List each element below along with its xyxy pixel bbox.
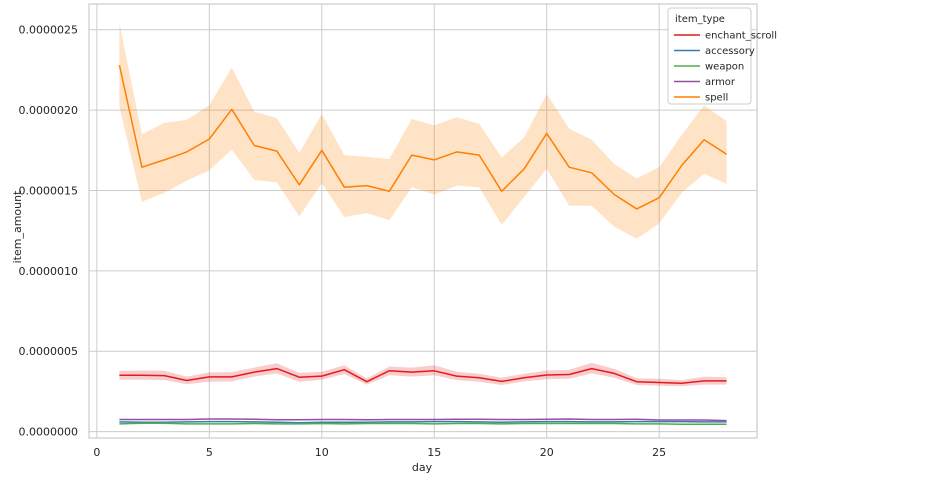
ci-band-enchant_scroll bbox=[119, 362, 727, 387]
y-tick-label: 0.0000010 bbox=[19, 265, 79, 278]
plot-frame bbox=[88, 3, 758, 439]
legend-title: item_type bbox=[675, 14, 725, 25]
x-tick-label: 20 bbox=[540, 446, 554, 459]
x-tick-label: 5 bbox=[206, 446, 213, 459]
series-line-spell bbox=[118, 64, 728, 210]
legend-label-spell: spell bbox=[705, 93, 728, 104]
series-line-enchant_scroll bbox=[119, 367, 727, 385]
y-axis-label: item_amount bbox=[11, 190, 24, 263]
plot-background bbox=[89, 4, 757, 438]
y-tick-label: 0.0000000 bbox=[19, 426, 79, 439]
legend-box bbox=[667, 7, 752, 105]
plot-area bbox=[89, 4, 757, 438]
plot-border bbox=[88, 3, 758, 439]
y-tick-label: 0.0000005 bbox=[19, 345, 79, 358]
y-axis-ticks: 0.0000000 0.0000005 0.0000010 0.0000015 0.00… bbox=[19, 24, 79, 439]
series-lines bbox=[118, 64, 728, 426]
series-line-weapon bbox=[119, 422, 727, 426]
ci-band-spell bbox=[119, 23, 727, 239]
x-axis-label: day bbox=[412, 461, 433, 474]
legend: item_type enchant_scroll accessory weapon a… bbox=[667, 7, 777, 105]
grid-lines bbox=[89, 4, 757, 438]
y-tick-label: 0.0000020 bbox=[19, 104, 79, 117]
x-tick-label: 10 bbox=[315, 446, 329, 459]
x-tick-label: 0 bbox=[93, 446, 100, 459]
confidence-bands bbox=[119, 23, 727, 387]
x-tick-label: 25 bbox=[652, 446, 666, 459]
series-line-accessory bbox=[119, 420, 727, 424]
x-axis-ticks: 0 5 10 15 20 25 bbox=[93, 446, 666, 459]
series-line-armor bbox=[119, 418, 727, 422]
legend-label-weapon: weapon bbox=[705, 62, 744, 73]
legend-label-accessory: accessory bbox=[705, 46, 755, 57]
y-tick-label: 0.0000025 bbox=[19, 24, 79, 37]
legend-label-armor: armor bbox=[705, 77, 736, 88]
y-tick-label: 0.0000015 bbox=[19, 184, 79, 197]
x-tick-label: 15 bbox=[427, 446, 441, 459]
legend-label-enchant_scroll: enchant_scroll bbox=[705, 31, 777, 42]
